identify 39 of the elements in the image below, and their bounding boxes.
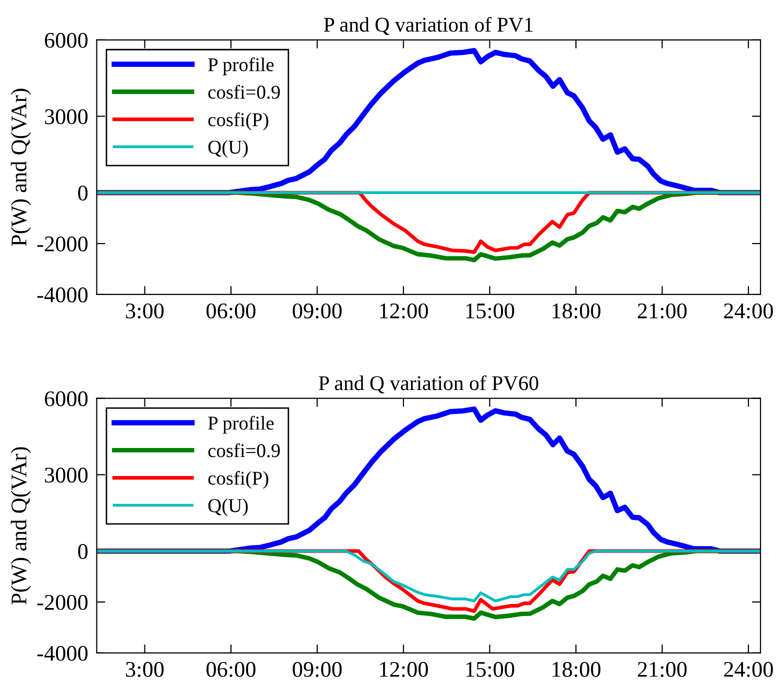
x-tick-label: 21:00 — [638, 303, 687, 319]
y-tick-label: 3000 — [45, 109, 88, 124]
y-tick-label: 6000 — [44, 391, 88, 406]
x-tick-label: 12:00 — [380, 303, 428, 319]
y-tick-label: -2000 — [37, 236, 88, 252]
x-tick-label: 15:00 — [466, 662, 514, 677]
x-tick-label: 3:00 — [126, 303, 164, 319]
legend-label: Q(U) — [208, 498, 248, 516]
legend-label: cosfi=0.9 — [208, 84, 280, 99]
x-tick-label: 18:00 — [552, 662, 600, 677]
y-tick-label: -4000 — [37, 287, 88, 302]
y-tick-label: 3000 — [45, 468, 88, 483]
y-tick-label: -4000 — [37, 646, 88, 661]
legend-label: P profile — [208, 416, 274, 434]
chart-title: P and Q variation of PV60 — [318, 375, 538, 394]
y-axis-title: P(W) and Q(VAr) — [10, 88, 31, 246]
x-tick-label: 09:00 — [292, 303, 342, 319]
x-tick-label: 12:00 — [380, 662, 428, 677]
y-tick-label: -2000 — [37, 594, 88, 610]
y-tick-label: 0 — [78, 544, 88, 560]
legend-label: cosfi=0.9 — [208, 443, 280, 458]
x-tick-label: 3:00 — [126, 662, 164, 677]
x-tick-label: 21:00 — [638, 662, 687, 677]
chart-title: P and Q variation of PV1 — [324, 16, 533, 35]
x-tick-label: 24:00 — [724, 303, 773, 319]
x-tick-label: 09:00 — [292, 662, 342, 677]
legend-label: P profile — [208, 57, 274, 76]
x-tick-label: 24:00 — [724, 662, 773, 677]
x-tick-label: 18:00 — [552, 303, 600, 319]
legend-label: Q(U) — [208, 140, 248, 158]
y-tick-label: 0 — [78, 186, 88, 201]
y-axis-title: P(W) and Q(VAr) — [10, 447, 31, 604]
y-tick-label: 6000 — [44, 32, 88, 48]
line-series — [96, 550, 760, 602]
x-tick-label: 06:00 — [206, 662, 256, 677]
x-tick-label: 06:00 — [206, 303, 256, 319]
x-tick-label: 15:00 — [466, 303, 514, 319]
legend-label: cosfi(P) — [208, 112, 268, 130]
legend-label: cosfi(P) — [208, 470, 268, 489]
